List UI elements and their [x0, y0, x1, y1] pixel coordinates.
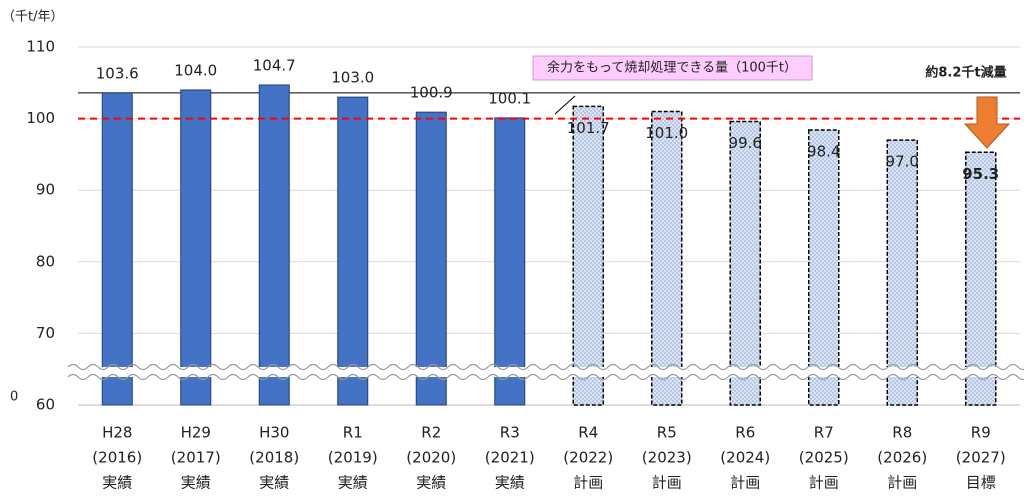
x-tick-label: R1 — [343, 424, 363, 442]
x-tick-label: 実績 — [416, 474, 446, 492]
value-label: 104.7 — [253, 56, 296, 74]
x-tick-label: (2017) — [171, 449, 221, 467]
reduction-arrow — [963, 96, 1011, 149]
y-tick-label: 110 — [26, 38, 55, 56]
y-tick-label: 80 — [36, 252, 55, 270]
x-tick-label: 計画 — [887, 474, 917, 492]
x-tick-label: 実績 — [181, 474, 211, 492]
bar — [415, 111, 447, 406]
x-tick-label: R2 — [421, 424, 441, 442]
x-tick-label: (2026) — [877, 449, 927, 467]
x-tick-label: (2016) — [92, 449, 142, 467]
value-label: 103.0 — [331, 69, 374, 87]
x-tick-label: (2027) — [956, 449, 1006, 467]
y-tick-label: 90 — [36, 181, 55, 199]
y-tick-label: 100 — [26, 109, 55, 127]
value-label: 103.6 — [96, 64, 139, 82]
value-label: 98.4 — [807, 143, 840, 161]
x-tick-label: 実績 — [338, 474, 368, 492]
y-tick-label: 60 — [36, 396, 55, 414]
annotation-box — [532, 55, 813, 81]
x-tick-label: 計画 — [573, 474, 603, 492]
bar — [180, 89, 212, 406]
x-tick-label: 目標 — [966, 474, 996, 492]
x-tick-label: 実績 — [495, 474, 525, 492]
x-tick-label: 実績 — [259, 474, 289, 492]
x-tick-label: (2023) — [642, 449, 692, 467]
x-tick-label: R3 — [500, 424, 520, 442]
x-tick-label: R7 — [814, 424, 834, 442]
value-label: 101.0 — [645, 124, 688, 142]
value-label: 101.7 — [567, 119, 610, 137]
reduction-label: 約8.2千t減量 — [925, 65, 1006, 81]
value-label: 100.1 — [488, 89, 531, 107]
x-tick-label: R4 — [578, 424, 598, 442]
x-tick-label: H29 — [181, 424, 211, 442]
y-tick-label: 70 — [36, 324, 55, 342]
bar — [651, 110, 683, 406]
x-tick-label: R6 — [735, 424, 755, 442]
value-label: 99.6 — [729, 134, 762, 152]
x-tick-label: 実績 — [102, 474, 132, 492]
x-tick-label: (2018) — [249, 449, 299, 467]
x-tick-label: H28 — [102, 424, 132, 442]
x-tick-label: R5 — [657, 424, 677, 442]
x-tick-label: 計画 — [730, 474, 760, 492]
x-tick-label: (2024) — [720, 449, 770, 467]
bar — [494, 117, 526, 406]
axis-break — [68, 367, 1020, 377]
x-tick-label: H30 — [259, 424, 289, 442]
value-label: 97.0 — [886, 153, 919, 171]
x-tick-label: (2020) — [406, 449, 456, 467]
x-tick-label: 計画 — [652, 474, 682, 492]
bar — [337, 96, 369, 406]
callout-line — [554, 95, 576, 115]
x-tick-label: R9 — [971, 424, 991, 442]
x-tick-label: R8 — [892, 424, 912, 442]
bar — [572, 105, 604, 406]
bar — [101, 92, 133, 406]
value-label: 100.9 — [410, 84, 453, 102]
value-label: 104.0 — [174, 61, 217, 79]
x-tick-label: (2019) — [328, 449, 378, 467]
bar — [729, 120, 761, 406]
value-label: 95.3 — [962, 165, 999, 183]
x-tick-label: 計画 — [809, 474, 839, 492]
axis-break-wave — [67, 363, 1024, 371]
axis-break-label: 0 — [10, 390, 18, 405]
bar — [808, 129, 840, 406]
bar — [258, 84, 290, 406]
x-tick-label: (2021) — [485, 449, 535, 467]
bar — [965, 151, 997, 406]
x-tick-label: (2025) — [799, 449, 849, 467]
axis-break-wave — [67, 373, 1024, 381]
unit-label: （千t/年） — [2, 10, 63, 25]
bar — [886, 139, 918, 406]
x-tick-label: (2022) — [563, 449, 613, 467]
annotation: 余力をもって焼却処理できる量（100千t） — [547, 60, 797, 76]
